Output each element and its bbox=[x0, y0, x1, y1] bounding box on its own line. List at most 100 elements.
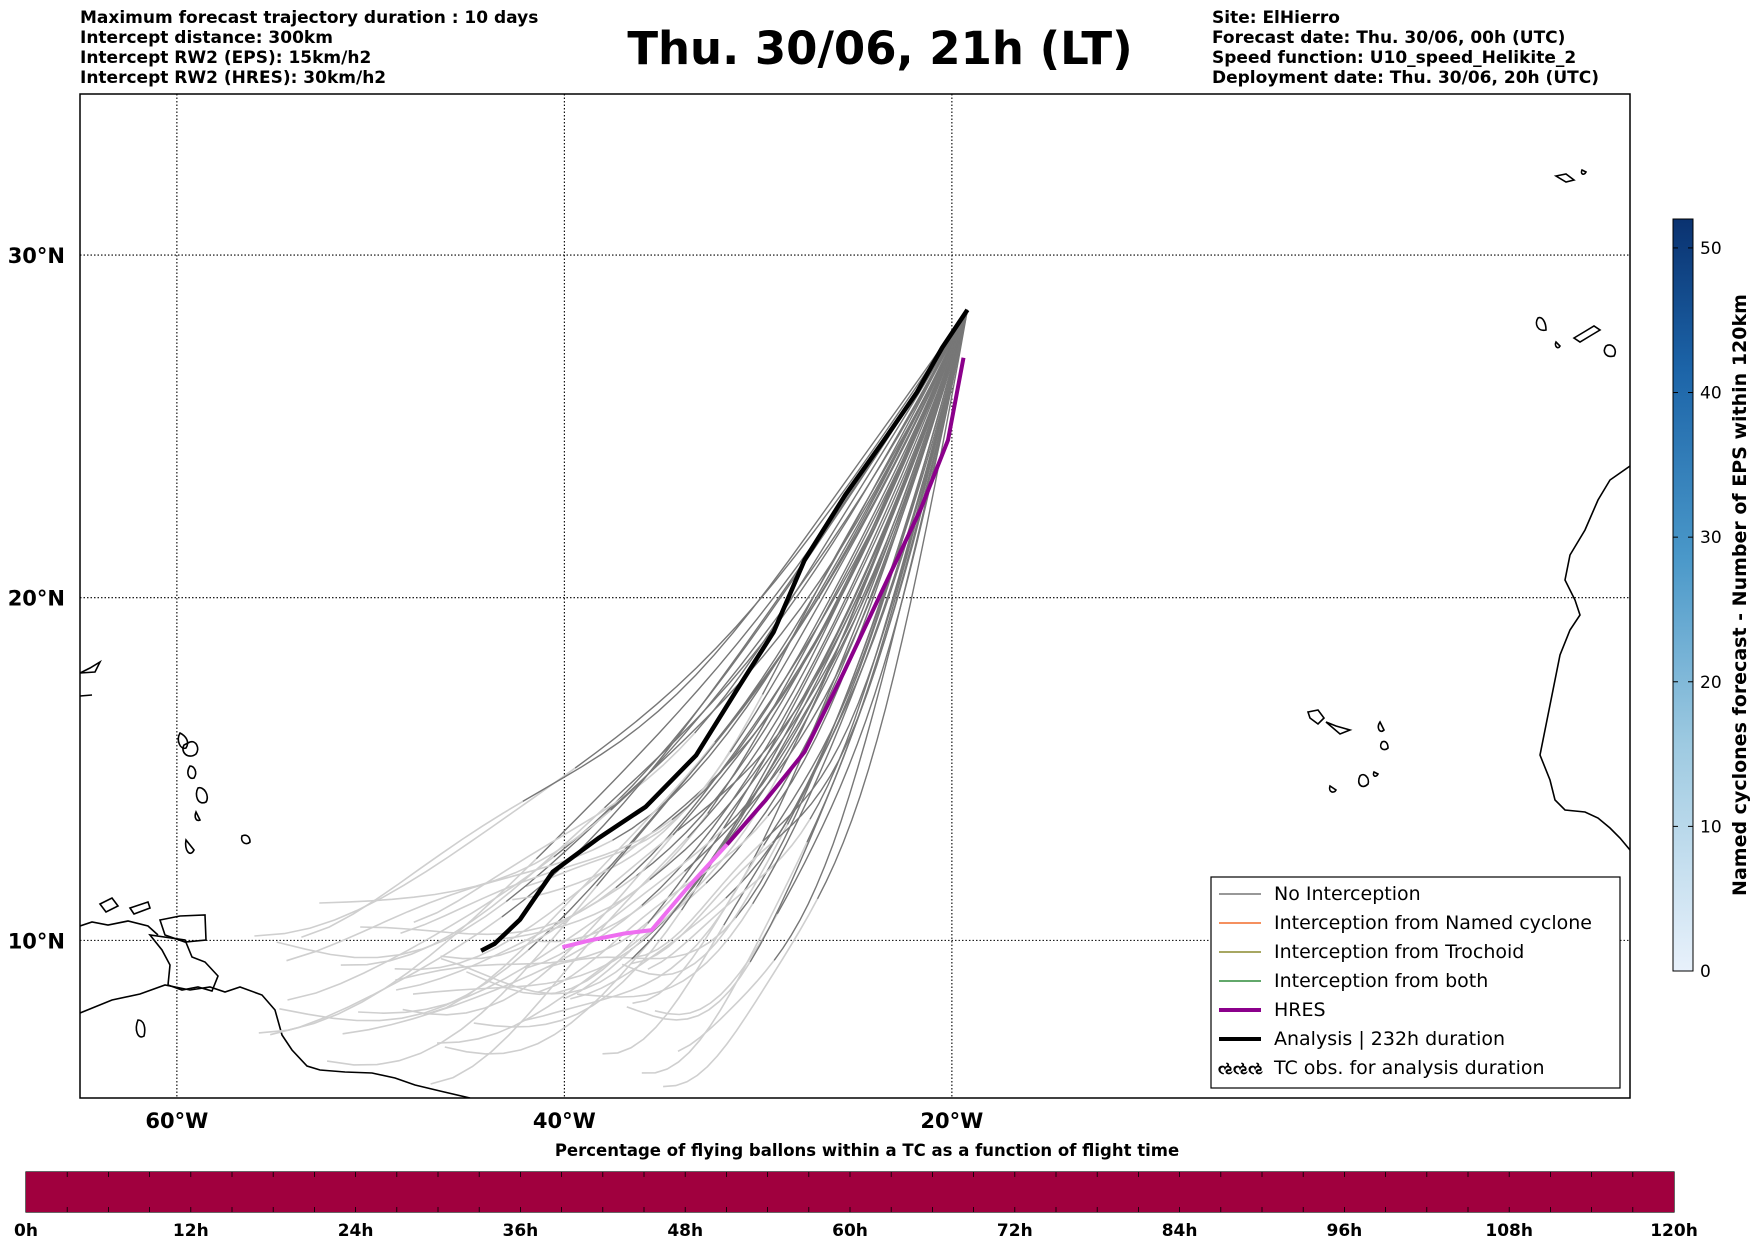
legend-box bbox=[1210, 876, 1621, 1089]
eps-member-track bbox=[707, 309, 969, 814]
eps-member-track bbox=[641, 309, 969, 906]
eps-member-track bbox=[762, 309, 969, 842]
legend-label: Interception from both bbox=[1274, 970, 1488, 992]
hres-track-early bbox=[561, 843, 729, 950]
island-tobago bbox=[128, 900, 152, 915]
eps-member-early bbox=[537, 815, 769, 994]
eps-member-early bbox=[358, 879, 651, 1015]
map-frame bbox=[79, 93, 1631, 1099]
y-tick-label: 30°N bbox=[8, 244, 65, 268]
flight-time-tick-label: 36h bbox=[503, 1221, 539, 1241]
eps-member-track bbox=[816, 309, 969, 900]
eps-member-early bbox=[395, 881, 687, 981]
eps-member-early bbox=[430, 837, 689, 1085]
eps-member-early bbox=[630, 841, 774, 965]
madeira-island bbox=[1553, 173, 1576, 183]
eps-member-early bbox=[402, 834, 674, 1016]
eps-member-early bbox=[326, 885, 598, 1066]
left-info-block: Maximum forecast trajectory duration : 1… bbox=[80, 8, 538, 88]
colorbar-tick-label: 10 bbox=[1700, 817, 1722, 837]
eps-member-early bbox=[523, 867, 750, 1022]
site-text: Site: ElHierro bbox=[1212, 8, 1340, 28]
eps-member-early bbox=[319, 809, 612, 904]
eps-member-early bbox=[413, 732, 696, 924]
colorbar-tick-label: 50 bbox=[1700, 239, 1722, 259]
tc-obs-symbol-icon: ઌઌઌ bbox=[1218, 1059, 1263, 1079]
flight-time-tick-label: 24h bbox=[338, 1221, 374, 1241]
eps-member-early bbox=[647, 818, 811, 970]
canary-island-1 bbox=[1535, 316, 1547, 332]
y-tick-label: 10°N bbox=[8, 929, 65, 953]
flight-time-tick-label: 108h bbox=[1485, 1221, 1533, 1241]
eps-member-early bbox=[512, 751, 731, 901]
flight-time-tick-label: 96h bbox=[1327, 1221, 1363, 1241]
eps-member-early bbox=[654, 913, 778, 1016]
flight-time-title: Percentage of flying ballons within a TC… bbox=[555, 1141, 1179, 1160]
intercept-hres-text: Intercept RW2 (HRES): 30km/h2 bbox=[80, 68, 387, 88]
island-stvincent bbox=[194, 810, 202, 822]
eps-member-track bbox=[604, 309, 969, 809]
colorbar-tick-label: 20 bbox=[1700, 673, 1722, 693]
eps-member-early bbox=[270, 916, 503, 1036]
eps-member-track bbox=[631, 309, 969, 960]
eps-member-early bbox=[621, 824, 789, 977]
eps-member-early bbox=[577, 903, 754, 998]
flight-time-tick-label: 120h bbox=[1650, 1221, 1698, 1241]
eps-member-early bbox=[632, 844, 765, 1004]
flight-time-tick-label: 0h bbox=[14, 1221, 38, 1241]
x-tick-label: 40°W bbox=[533, 1109, 596, 1133]
eps-member-track bbox=[596, 309, 969, 887]
eps-member-early bbox=[400, 819, 673, 934]
colorbar-tick-label: 40 bbox=[1700, 384, 1722, 404]
south-america-coast bbox=[80, 984, 471, 1098]
eps-member-track bbox=[522, 309, 968, 803]
cape-verde-7 bbox=[1372, 770, 1380, 777]
eps-member-early bbox=[626, 961, 751, 1021]
intercept-distance-text: Intercept distance: 300km bbox=[80, 28, 333, 48]
eps-member-track bbox=[574, 309, 968, 769]
island-sw bbox=[135, 1019, 146, 1038]
legend-label: Interception from Named cyclone bbox=[1274, 912, 1592, 934]
x-tick-labels: 60°W 40°W 20°W bbox=[145, 1109, 983, 1133]
island-grenada bbox=[184, 838, 195, 855]
hres-track bbox=[725, 357, 966, 846]
island-martinique bbox=[177, 731, 189, 750]
cape-verde-1 bbox=[1306, 709, 1326, 726]
eps-member-early bbox=[301, 800, 524, 938]
eps-member-track bbox=[636, 309, 969, 877]
flight-time-tick-label: 12h bbox=[173, 1221, 209, 1241]
eps-track-members bbox=[254, 309, 969, 1088]
island-margarita bbox=[98, 896, 120, 914]
eps-member-track bbox=[553, 309, 969, 858]
eps-member-early bbox=[254, 767, 576, 937]
island-nw bbox=[80, 659, 102, 674]
africa-coast bbox=[1539, 465, 1630, 851]
eps-member-track bbox=[752, 309, 969, 905]
eps-member-track bbox=[749, 309, 969, 963]
legend-label: TC obs. for analysis duration bbox=[1273, 1057, 1545, 1079]
max-duration-text: Maximum forecast trajectory duration : 1… bbox=[80, 8, 539, 28]
eps-member-track bbox=[610, 309, 969, 811]
eps-member-early bbox=[440, 957, 633, 995]
venezuela-coast bbox=[148, 933, 219, 992]
island-stlucia bbox=[195, 786, 209, 804]
island-dominica bbox=[187, 765, 197, 780]
flight-time-minor-ticks bbox=[66, 1172, 1634, 1212]
canary-island-2 bbox=[1572, 325, 1602, 343]
canary-island-3 bbox=[1603, 344, 1617, 358]
eps-member-track bbox=[685, 309, 969, 883]
colorbar-label: Named cyclones forecast - Number of EPS … bbox=[1729, 294, 1751, 896]
flight-time-tick-labels: 0h 12h 24h 36h 48h 60h 72h 84h 96h 108h 120h bbox=[14, 1221, 1698, 1241]
colorbar-gradient bbox=[1672, 218, 1694, 972]
island-small-1 bbox=[80, 694, 93, 697]
analysis-track bbox=[480, 308, 970, 953]
flight-time-tick-label: 72h bbox=[997, 1221, 1033, 1241]
eps-member-early bbox=[663, 898, 819, 1088]
flight-time-tick-label: 48h bbox=[667, 1221, 703, 1241]
eps-member-early bbox=[276, 900, 507, 959]
intercept-eps-text: Intercept RW2 (EPS): 15km/h2 bbox=[80, 48, 372, 68]
page-title: Thu. 30/06, 21h (LT) bbox=[627, 22, 1133, 75]
eps-member-track bbox=[773, 309, 969, 961]
eps-member-early bbox=[641, 841, 808, 1074]
